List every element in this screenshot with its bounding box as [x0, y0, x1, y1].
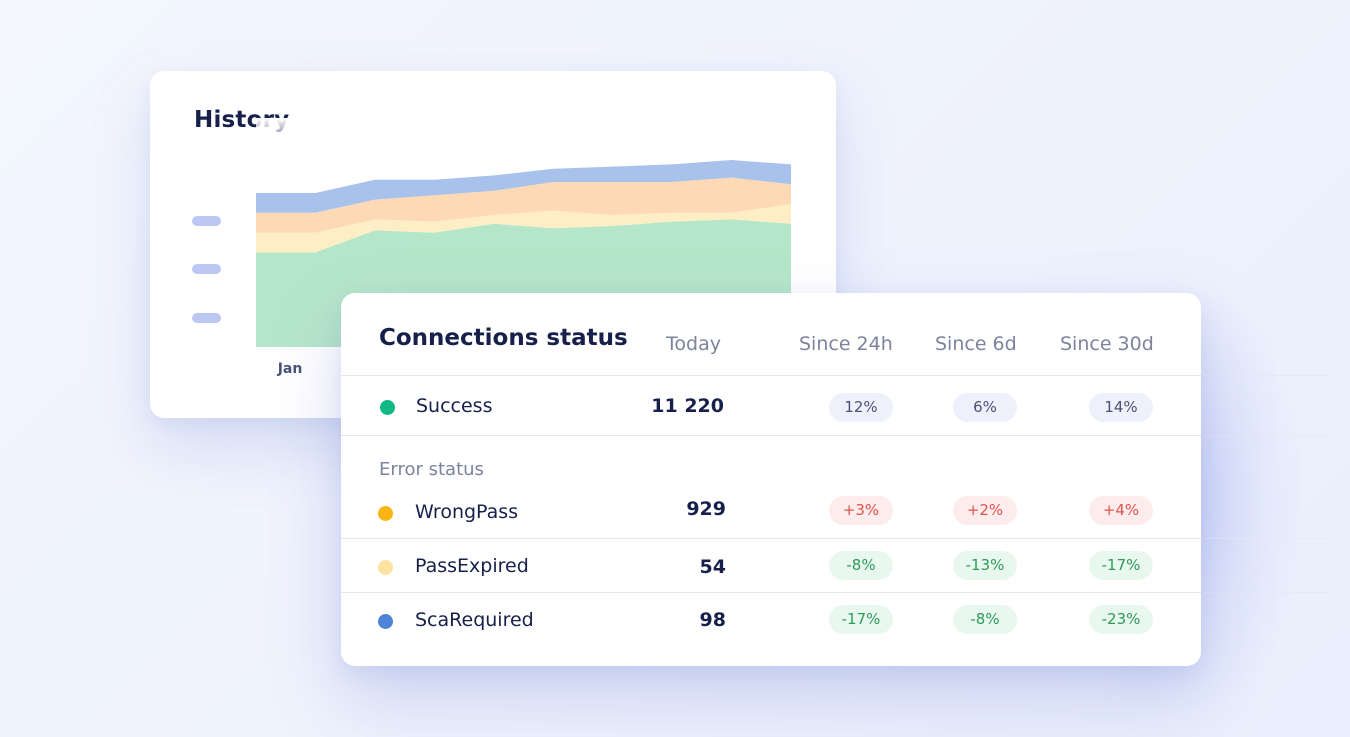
area-series-2: [256, 204, 791, 253]
legend-placeholder-1: [192, 216, 221, 226]
x-axis-tick-jan: Jan: [277, 361, 303, 377]
row-value-passexpired: 54: [699, 556, 726, 578]
change-badge-24h: -17%: [829, 605, 893, 634]
column-header-since-30d: Since 30d: [1060, 333, 1154, 355]
status-dot-scarequired: [378, 614, 393, 629]
change-badge-30d: 14%: [1089, 393, 1153, 422]
area-series-3: [256, 177, 791, 233]
background-divider: [1200, 435, 1328, 436]
row-divider: [341, 592, 1201, 593]
row-divider: [341, 435, 1201, 436]
row-label-passexpired: PassExpired: [415, 555, 529, 577]
connections-status-title: Connections status: [379, 325, 628, 351]
change-badge-24h: +3%: [829, 496, 893, 525]
row-divider: [341, 375, 1201, 376]
row-value-wrongpass: 929: [686, 498, 726, 520]
change-badge-6d: 6%: [953, 393, 1017, 422]
change-badge-30d: -17%: [1089, 551, 1153, 580]
background-divider: [1200, 375, 1328, 376]
change-badge-24h: 12%: [829, 393, 893, 422]
row-label-wrongpass: WrongPass: [415, 501, 519, 523]
column-header-since-6d: Since 6d: [935, 333, 1017, 355]
change-badge-6d: -8%: [953, 605, 1017, 634]
row-value-success: 11 220: [651, 395, 724, 417]
row-divider: [341, 538, 1201, 539]
row-label-success: Success: [416, 395, 493, 417]
status-dot-passexpired: [378, 560, 393, 575]
background-divider: [1200, 592, 1328, 593]
error-status-label: Error status: [379, 459, 484, 480]
connections-status-card: Connections status Today Since 24h Since…: [341, 293, 1201, 666]
change-badge-30d: +4%: [1089, 496, 1153, 525]
change-badge-6d: +2%: [953, 496, 1017, 525]
row-label-scarequired: ScaRequired: [415, 609, 534, 631]
area-series-4: [256, 160, 791, 213]
chart-fade-overlay: [256, 118, 793, 154]
background-divider: [1200, 538, 1328, 539]
change-badge-24h: -8%: [829, 551, 893, 580]
change-badge-30d: -23%: [1089, 605, 1153, 634]
status-dot-wrongpass: [378, 506, 393, 521]
column-header-today: Today: [666, 333, 721, 355]
legend-placeholder-2: [192, 264, 221, 274]
row-value-scarequired: 98: [699, 609, 726, 631]
column-header-since-24h: Since 24h: [799, 333, 893, 355]
legend-placeholder-3: [192, 313, 221, 323]
change-badge-6d: -13%: [953, 551, 1017, 580]
status-dot-success: [380, 400, 395, 415]
